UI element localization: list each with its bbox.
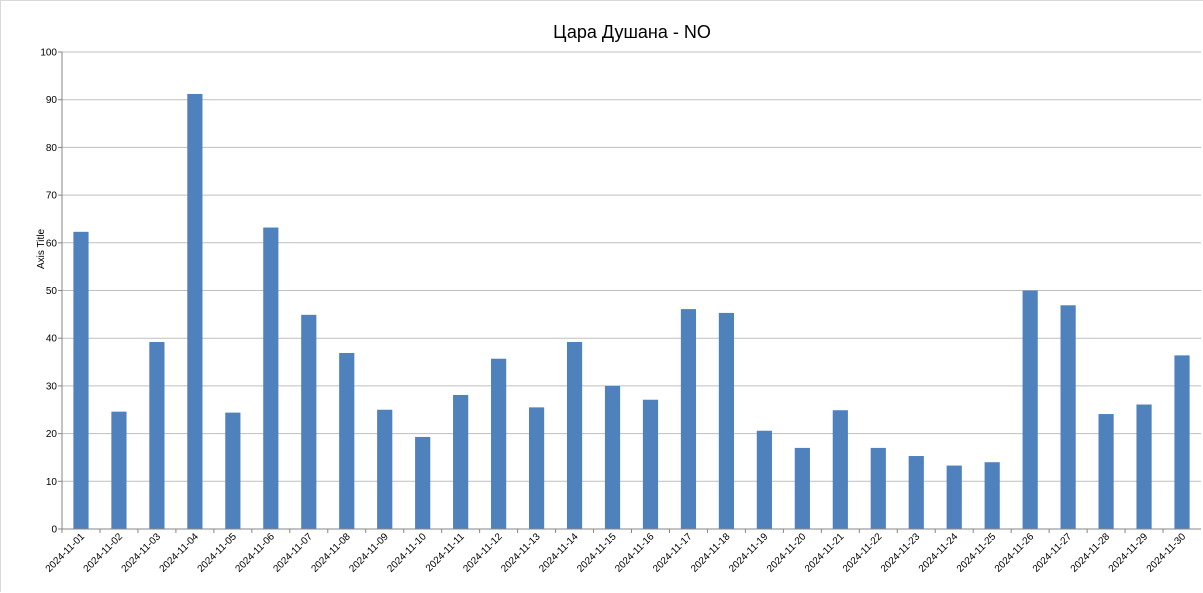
x-tick-label: 2024-11-03 — [120, 531, 164, 575]
x-tick-labels: 2024-11-012024-11-022024-11-032024-11-04… — [44, 529, 1189, 575]
bar — [111, 411, 127, 529]
x-tick-label: 2024-11-23 — [879, 531, 923, 575]
x-tick-label: 2024-11-12 — [461, 531, 505, 575]
x-tick-label: 2024-11-15 — [575, 531, 619, 575]
bar — [528, 407, 545, 529]
y-tick-label: 90 — [46, 95, 58, 106]
y-tick-label: 20 — [46, 429, 58, 440]
x-tick-label: 2024-11-01 — [44, 531, 88, 575]
bar — [908, 456, 924, 529]
bar — [756, 430, 772, 529]
x-tick-label: 2024-11-04 — [158, 531, 202, 575]
x-tick-label: 2024-11-09 — [347, 531, 391, 575]
bar — [604, 385, 621, 529]
x-tick-label: 2024-11-18 — [689, 531, 733, 575]
x-tick-label: 2024-11-29 — [1107, 531, 1151, 575]
x-tick-label: 2024-11-28 — [1069, 531, 1113, 575]
y-tick-label: 60 — [46, 238, 58, 249]
bar — [680, 309, 697, 529]
bar — [718, 312, 735, 529]
bars — [73, 93, 1190, 530]
y-tick-label: 0 — [51, 525, 57, 536]
bar — [1174, 355, 1190, 529]
bar — [870, 447, 886, 529]
bar — [377, 409, 393, 529]
bar — [149, 342, 165, 529]
x-tick-label: 2024-11-25 — [955, 531, 999, 575]
bar — [794, 447, 810, 529]
x-tick-label: 2024-11-02 — [82, 531, 126, 575]
bar — [453, 394, 469, 529]
bar — [832, 410, 848, 529]
bar — [73, 231, 89, 530]
bar — [225, 412, 241, 529]
x-tick-label: 2024-11-16 — [613, 531, 657, 575]
bar — [566, 342, 583, 529]
y-tick-label: 40 — [46, 334, 58, 345]
x-tick-label: 2024-11-19 — [727, 531, 771, 575]
bar — [339, 352, 355, 529]
bar — [1060, 305, 1076, 529]
y-axis-title: Axis Title — [36, 229, 47, 269]
bar — [1098, 414, 1114, 529]
y-tick-labels: 0 10 20 30 40 50 60 70 80 90 100 — [40, 48, 57, 536]
bar — [263, 227, 279, 529]
x-tick-label: 2024-11-26 — [993, 531, 1037, 575]
x-tick-label: 2024-11-20 — [765, 531, 809, 575]
y-tick-label: 50 — [46, 286, 58, 297]
bar — [301, 314, 317, 529]
y-tick-label: 10 — [46, 477, 58, 488]
y-tick-label: 30 — [46, 381, 58, 392]
bar — [1136, 404, 1152, 529]
x-tick-label: 2024-11-21 — [803, 531, 847, 575]
bar — [491, 358, 507, 529]
x-tick-label: 2024-11-22 — [841, 531, 885, 575]
x-tick-label: 2024-11-11 — [424, 531, 467, 574]
x-tick-label: 2024-11-07 — [271, 531, 315, 575]
x-tick-label: 2024-11-10 — [385, 531, 429, 575]
y-tick-label: 70 — [46, 191, 58, 202]
bar — [415, 436, 431, 529]
bar — [187, 93, 203, 529]
axes — [61, 52, 1201, 530]
chart-title: Цара Душана - NO — [553, 22, 711, 42]
x-tick-label: 2024-11-14 — [537, 531, 581, 575]
bar — [946, 465, 962, 529]
bar — [1022, 290, 1038, 529]
x-tick-label: 2024-11-30 — [1145, 531, 1189, 575]
x-tick-label: 2024-11-06 — [234, 531, 278, 575]
y-tick-label: 80 — [46, 143, 58, 154]
x-tick-label: 2024-11-05 — [196, 531, 240, 575]
x-tick-label: 2024-11-13 — [499, 531, 543, 575]
x-tick-label: 2024-11-24 — [917, 531, 961, 575]
x-tick-label: 2024-11-17 — [651, 531, 695, 575]
x-tick-label: 2024-11-27 — [1031, 531, 1075, 575]
x-tick-label: 2024-11-08 — [309, 531, 353, 575]
bar — [984, 462, 1000, 529]
bar — [642, 399, 659, 529]
y-tick-label: 100 — [40, 48, 57, 59]
